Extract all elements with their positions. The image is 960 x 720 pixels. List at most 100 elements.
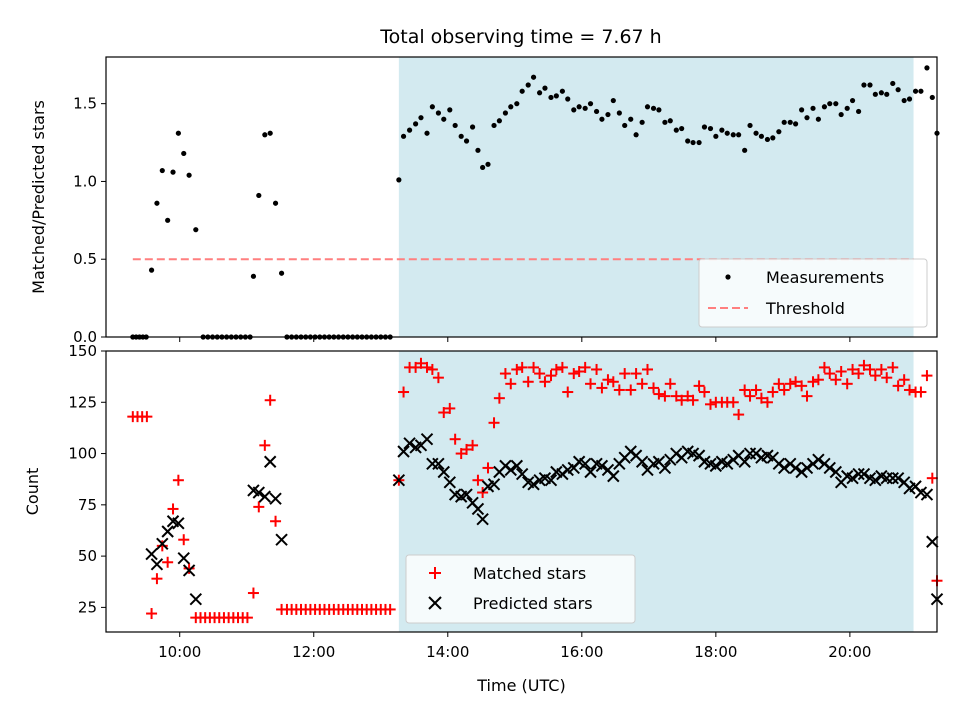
matched-star-point [698,386,710,398]
matched-star-point [415,357,427,369]
matched-star-point [477,487,489,499]
predicted-star-point [846,471,859,485]
matched-star-point [841,378,853,390]
matched-star-point [641,363,653,375]
measurement-point [690,139,696,146]
matched-star-point [659,390,671,402]
measurement-point [872,91,878,97]
measurement-point [644,104,651,110]
matched-star-point [892,380,904,392]
measurement-point [610,97,616,104]
predicted-star-point [607,469,620,483]
matched-star-point [384,603,396,615]
predicted-star-point [510,459,524,473]
measurement-point [804,115,810,121]
legend-marker-predicted [428,596,442,610]
measurement-point [753,130,759,136]
matched-star-points [127,357,943,624]
measurement-point [844,105,850,111]
matched-star-point [270,515,282,527]
matched-star-point [773,378,785,390]
measurement-point [667,118,673,124]
measurement-point [262,132,268,138]
measurement-point [895,87,901,93]
predicted-star-point [275,533,288,546]
measurement-point [154,200,160,206]
matched-star-point [467,439,479,451]
measurement-point [272,200,279,206]
matched-star-point [596,382,608,394]
predicted-star-point [584,465,597,479]
measurement-point [867,82,873,88]
measurement-point [742,147,748,153]
matched-star-point [767,386,779,398]
measurement-point [447,107,453,113]
matched-star-point [875,363,887,375]
predicted-star-point [891,471,905,485]
predicted-star-point [658,461,672,475]
measurement-point [838,111,844,118]
bottom-plot-frame [105,350,938,633]
measurement-point [469,124,476,130]
measurement-point [884,91,890,97]
top-plot-frame [105,56,938,338]
predicted-star-point [635,455,649,468]
matched-star-point [562,386,574,398]
measurement-point [924,65,930,71]
predicted-star-point [177,551,190,565]
matched-star-point [545,370,557,382]
predicted-star-point [263,455,277,468]
measurement-point [480,164,486,171]
y-tick-label: 125 [68,393,97,411]
matched-star-point [499,368,511,380]
predicted-star-point [252,486,266,499]
predicted-star-points [145,432,944,606]
measurement-point [901,97,907,104]
matched-star-point [493,392,505,404]
x-tick-label: 14:00 [426,643,469,661]
measurement-point [508,104,514,110]
matched-star-point [183,562,195,574]
y-tick-label: 1.5 [73,95,97,113]
matched-star-point [869,370,881,382]
measurement-point [827,101,833,107]
matched-star-point [556,361,568,373]
measurement-point [452,122,458,129]
measurement-point [418,115,424,121]
ratio-panel: 0.0 0.5 1.0 1.5 Matched/Predicted stars Mea… [29,56,940,346]
matched-star-point [904,384,916,396]
measurement-point [193,227,199,233]
matched-star-point [835,366,847,378]
y-tick-label: 0.0 [73,328,97,346]
y-tick-label: 100 [68,445,97,463]
measurement-point [429,104,435,110]
predicted-star-point [471,502,485,516]
matched-star-point [426,363,438,375]
matched-star-point [750,384,762,396]
matched-star-point [151,573,163,585]
x-tick-label: 16:00 [560,643,603,661]
matched-star-point [573,366,585,378]
predicted-star-point [258,490,272,503]
matched-star-point [550,363,562,375]
measurement-point [861,82,867,88]
predicted-star-point [150,558,164,571]
matched-star-point [790,376,802,388]
measurement-point [736,132,742,138]
predicted-star-point [156,537,169,551]
measurement-point [890,80,896,87]
measurement-point [396,177,402,183]
predicted-star-point [926,535,939,548]
measurement-point [536,90,543,96]
y-tick-label: 25 [78,598,97,616]
predicted-star-point [709,459,723,473]
y-tick-label: 50 [78,547,97,565]
matched-star-point [619,368,631,380]
matched-star-point [247,587,259,599]
measurement-point [565,96,571,102]
matched-star-point [591,363,603,375]
measurement-point [799,107,805,113]
measurement-point [165,217,171,223]
measurement-point [849,97,856,104]
